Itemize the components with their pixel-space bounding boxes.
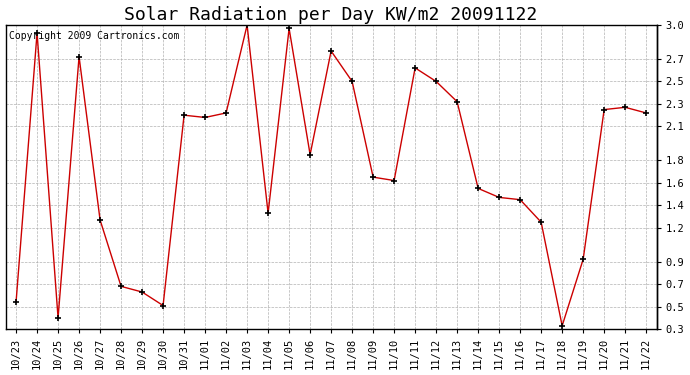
Title: Solar Radiation per Day KW/m2 20091122: Solar Radiation per Day KW/m2 20091122 (124, 6, 538, 24)
Text: Copyright 2009 Cartronics.com: Copyright 2009 Cartronics.com (9, 31, 179, 41)
